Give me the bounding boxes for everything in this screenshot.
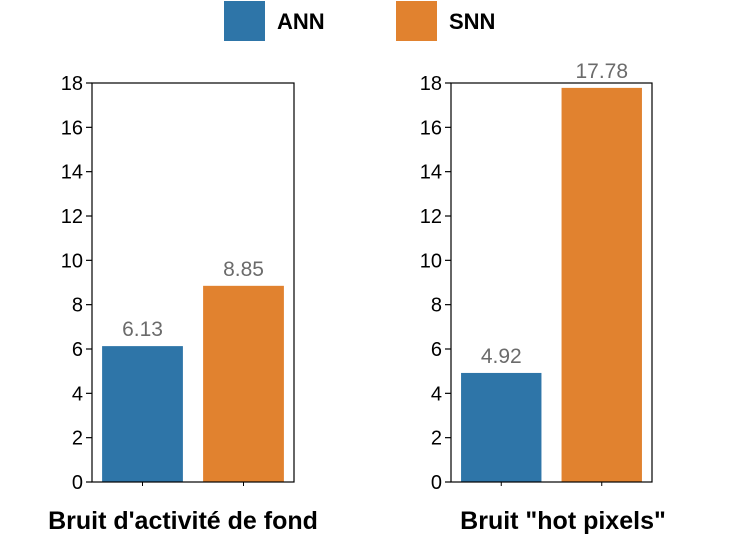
bar-ann bbox=[461, 372, 542, 482]
y-tick-label: 8 bbox=[431, 295, 442, 317]
bar-snn bbox=[561, 87, 642, 483]
y-tick-label: 16 bbox=[61, 117, 83, 139]
y-tick-label: 18 bbox=[420, 73, 442, 95]
y-tick-label: 10 bbox=[61, 250, 83, 272]
bar-ann bbox=[102, 346, 183, 482]
chart-panel-2: 4.92 17.78 0 2 4 6 8 10 12 14 16 18 Bruit "hot pixel… bbox=[420, 60, 666, 535]
y-tick-label: 8 bbox=[72, 295, 83, 317]
legend-swatch-snn bbox=[396, 1, 437, 41]
plot-frame bbox=[450, 82, 653, 483]
chart-panel-1: 6.13 8.85 0 2 4 6 8 10 12 14 16 18 Bruit d'activité … bbox=[48, 73, 318, 535]
legend: ANN SNN bbox=[224, 1, 495, 41]
legend-label-ann: ANN bbox=[277, 9, 325, 34]
legend-label-snn: SNN bbox=[449, 9, 495, 34]
y-tick-label: 2 bbox=[72, 428, 83, 450]
y-tick-label: 10 bbox=[420, 250, 442, 272]
legend-swatch-ann bbox=[224, 1, 265, 41]
data-label-ann: 6.13 bbox=[122, 318, 163, 341]
y-tick-label: 4 bbox=[72, 383, 83, 405]
y-tick-label: 18 bbox=[61, 73, 83, 95]
data-label-snn: 17.78 bbox=[575, 60, 628, 83]
data-label-ann: 4.92 bbox=[481, 345, 522, 368]
data-label-snn: 8.85 bbox=[223, 258, 264, 281]
y-tick-label: 16 bbox=[420, 117, 442, 139]
bar-snn bbox=[203, 285, 284, 482]
y-tick-label: 14 bbox=[61, 162, 83, 184]
y-tick-label: 4 bbox=[431, 383, 442, 405]
panel-title: Bruit "hot pixels" bbox=[460, 507, 666, 535]
y-tick-label: 14 bbox=[420, 162, 442, 184]
y-tick-label: 6 bbox=[431, 339, 442, 361]
y-tick-label: 12 bbox=[420, 206, 442, 228]
y-tick-label: 0 bbox=[431, 472, 442, 494]
y-tick-label: 12 bbox=[61, 206, 83, 228]
y-tick-label: 2 bbox=[431, 428, 442, 450]
plot-frame bbox=[91, 82, 295, 483]
y-tick-label: 6 bbox=[72, 339, 83, 361]
panel-title: Bruit d'activité de fond bbox=[48, 507, 318, 535]
y-tick-label: 0 bbox=[72, 472, 83, 494]
